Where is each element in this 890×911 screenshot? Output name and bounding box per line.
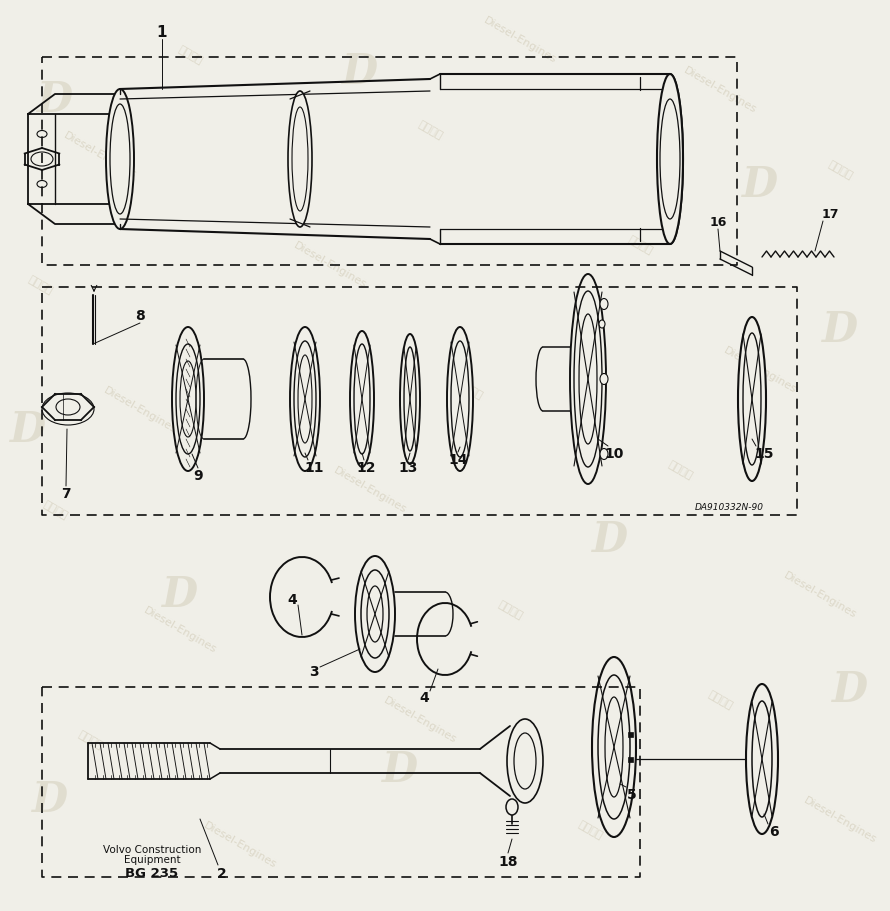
- Text: 紫发动力: 紫发动力: [41, 498, 69, 520]
- Ellipse shape: [172, 328, 204, 472]
- Text: 紫发动力: 紫发动力: [666, 458, 694, 480]
- Text: 紫发动力: 紫发动力: [706, 689, 734, 711]
- Text: D: D: [832, 669, 868, 711]
- Ellipse shape: [570, 275, 606, 485]
- Ellipse shape: [599, 321, 605, 329]
- Ellipse shape: [106, 90, 134, 230]
- Text: 14: 14: [449, 453, 468, 466]
- Text: BG 235: BG 235: [125, 866, 179, 879]
- Text: Diesel-Engines: Diesel-Engines: [481, 15, 558, 65]
- Text: D: D: [342, 51, 378, 93]
- Text: 4: 4: [287, 592, 297, 607]
- Ellipse shape: [657, 75, 683, 245]
- Text: 紫发动力: 紫发动力: [826, 159, 854, 180]
- Text: 17: 17: [821, 209, 838, 221]
- Text: Equipment: Equipment: [124, 855, 181, 864]
- Text: 3: 3: [309, 664, 319, 679]
- Text: D: D: [37, 79, 73, 121]
- Text: Volvo Construction: Volvo Construction: [103, 844, 201, 855]
- Ellipse shape: [600, 374, 608, 385]
- Text: DA910332N-90: DA910332N-90: [695, 503, 764, 512]
- Text: D: D: [32, 778, 68, 820]
- Ellipse shape: [600, 299, 608, 310]
- Ellipse shape: [288, 92, 312, 228]
- Text: Diesel-Engines: Diesel-Engines: [802, 794, 878, 844]
- Text: 紫发动力: 紫发动力: [496, 599, 524, 620]
- Text: Diesel-Engines: Diesel-Engines: [292, 240, 368, 290]
- Text: Diesel-Engines: Diesel-Engines: [142, 604, 218, 654]
- Text: Diesel-Engines: Diesel-Engines: [61, 130, 138, 179]
- Text: 2: 2: [217, 866, 227, 880]
- Ellipse shape: [507, 719, 543, 804]
- Text: 12: 12: [356, 460, 376, 475]
- Bar: [628, 757, 633, 763]
- Ellipse shape: [447, 328, 473, 472]
- Ellipse shape: [355, 557, 395, 672]
- Ellipse shape: [290, 328, 320, 472]
- Ellipse shape: [37, 181, 47, 189]
- Text: 8: 8: [135, 309, 145, 322]
- Text: D: D: [382, 748, 418, 790]
- Ellipse shape: [738, 318, 766, 482]
- Ellipse shape: [600, 449, 608, 460]
- Text: 10: 10: [604, 446, 624, 460]
- Text: Diesel-Engines: Diesel-Engines: [382, 694, 458, 744]
- Ellipse shape: [592, 657, 636, 837]
- Ellipse shape: [350, 332, 374, 467]
- Text: 紫发动力: 紫发动力: [576, 818, 604, 840]
- Text: Diesel-Engines: Diesel-Engines: [332, 465, 409, 515]
- Ellipse shape: [37, 131, 47, 138]
- Text: Diesel-Engines: Diesel-Engines: [682, 65, 758, 115]
- Text: Diesel-Engines: Diesel-Engines: [101, 384, 178, 435]
- Text: 紫发动力: 紫发动力: [26, 273, 54, 296]
- Text: 紫发动力: 紫发动力: [176, 44, 204, 66]
- Text: Diesel-Engines: Diesel-Engines: [781, 569, 858, 619]
- Text: 紫发动力: 紫发动力: [456, 379, 484, 401]
- Text: 13: 13: [399, 460, 417, 475]
- Text: 4: 4: [419, 691, 429, 704]
- Ellipse shape: [400, 334, 420, 465]
- Text: 16: 16: [709, 215, 727, 229]
- Text: D: D: [162, 573, 198, 615]
- Text: D: D: [10, 408, 46, 451]
- Text: 5: 5: [627, 787, 637, 801]
- Text: 11: 11: [304, 460, 324, 475]
- Text: 紫发动力: 紫发动力: [626, 234, 654, 256]
- Text: Diesel-Engines: Diesel-Engines: [722, 344, 798, 394]
- Text: 7: 7: [61, 486, 71, 500]
- Text: 紫发动力: 紫发动力: [416, 119, 444, 141]
- Text: 9: 9: [193, 468, 203, 483]
- Text: D: D: [742, 164, 778, 206]
- Ellipse shape: [506, 799, 518, 815]
- Text: 紫发动力: 紫发动力: [76, 728, 104, 750]
- Text: D: D: [592, 518, 628, 560]
- Text: 6: 6: [769, 824, 779, 838]
- Text: 1: 1: [157, 25, 167, 39]
- Bar: [628, 732, 633, 737]
- Text: Diesel-Engines: Diesel-Engines: [202, 819, 279, 869]
- Ellipse shape: [746, 684, 778, 834]
- Ellipse shape: [56, 400, 80, 415]
- Text: D: D: [822, 309, 858, 351]
- Text: 18: 18: [498, 855, 518, 868]
- Text: 15: 15: [754, 446, 773, 460]
